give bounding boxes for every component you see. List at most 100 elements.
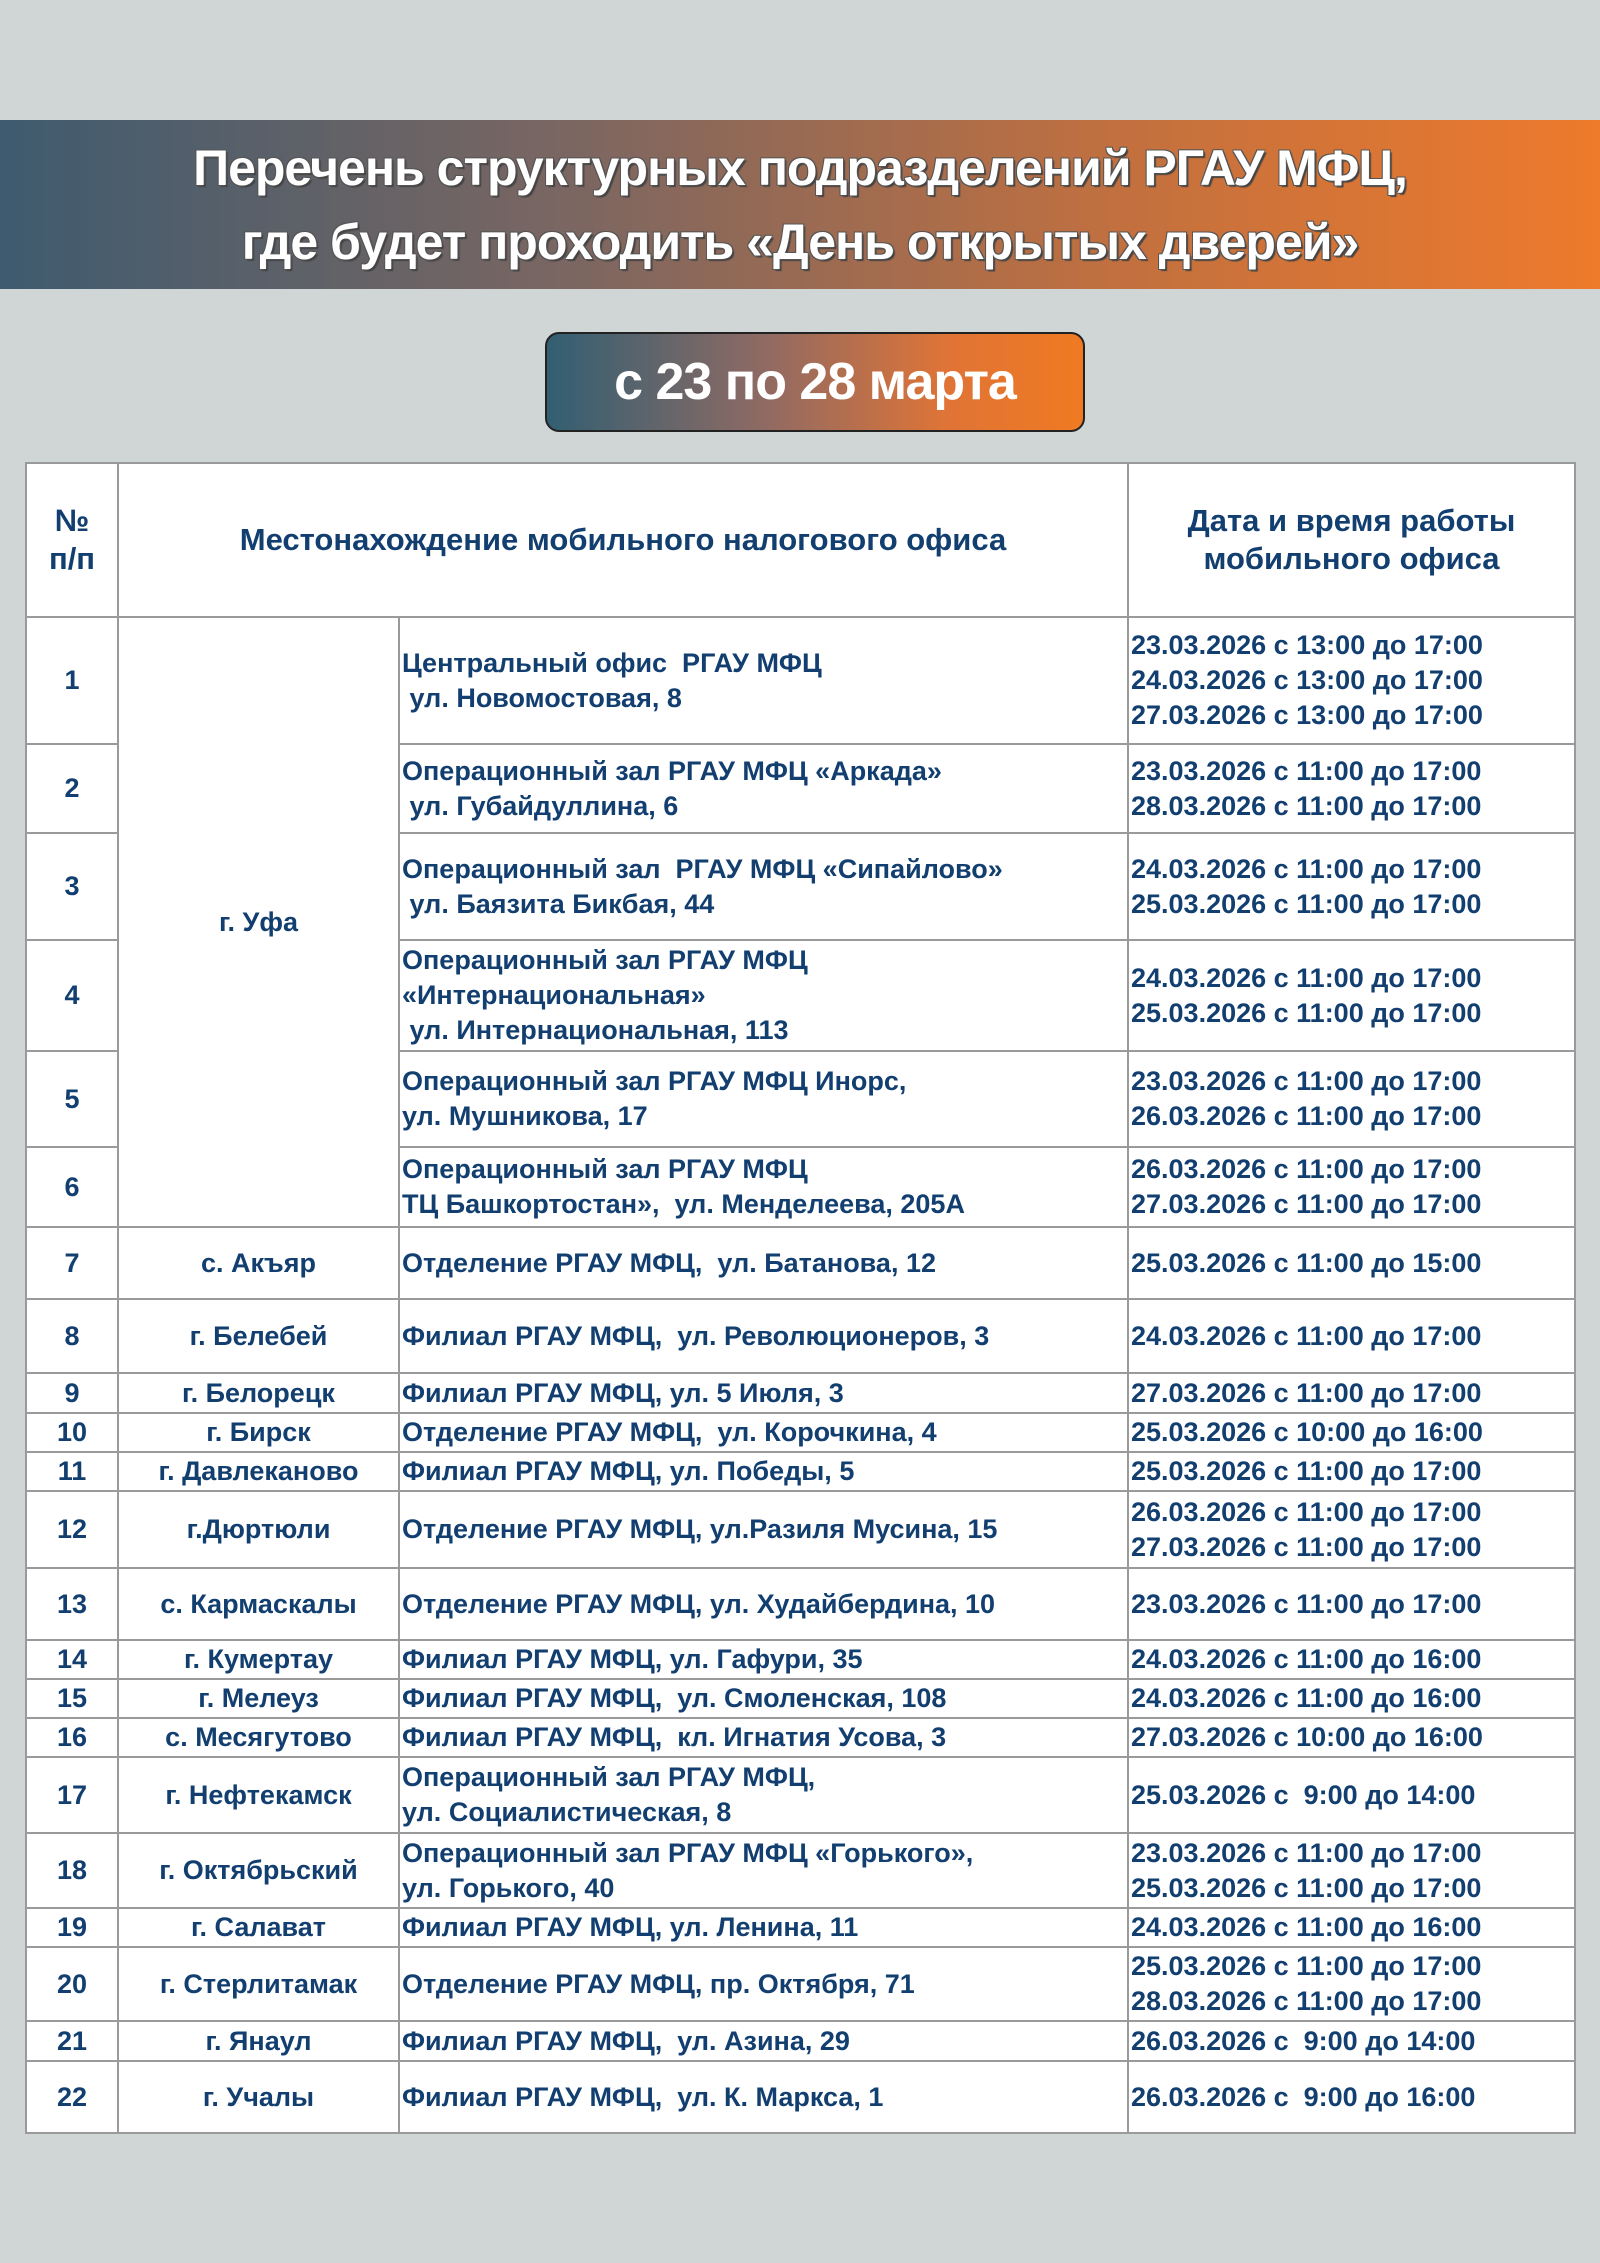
date-line: 28.03.2026 с 11:00 до 17:00 <box>1131 790 1482 821</box>
city-cell: с. Месягутово <box>117 1717 400 1758</box>
city-cell: г. Давлеканово <box>117 1451 400 1492</box>
table-row: 8 г. Белебей Филиал РГАУ МФЦ, ул. Революци… <box>25 1298 1576 1374</box>
table-row: 3 Операционный зал РГАУ МФЦ «Сипайлово» у… <box>25 832 1576 941</box>
dates-cell: 25.03.2026 с 11:00 до 15:00 <box>1127 1226 1576 1300</box>
address-cell: Отделение РГАУ МФЦ, ул. Батанова, 12 <box>398 1226 1129 1300</box>
city-cell: г. Мелеуз <box>117 1678 400 1719</box>
table-row: 4 Операционный зал РГАУ МФЦ «Интернационал… <box>25 939 1576 1052</box>
table-row: 7 с. Акъяр Отделение РГАУ МФЦ, ул. Батанов… <box>25 1226 1576 1300</box>
table-header-row: № п/п Местонахождение мобильного налогов… <box>25 462 1576 618</box>
city-cell: с. Акъяр <box>117 1226 400 1300</box>
table-row: 17 г. Нефтекамск Операционный зал РГАУ МФЦ… <box>25 1756 1576 1834</box>
title-line-1: Перечень структурных подразделений РГАУ … <box>193 139 1408 196</box>
address-cell: Филиал РГАУ МФЦ, ул. 5 Июля, 3 <box>398 1372 1129 1414</box>
city-cell: г. Нефтекамск <box>117 1756 400 1834</box>
row-number: 17 <box>25 1756 119 1834</box>
dates-cell: 27.03.2026 с 10:00 до 16:00 <box>1127 1717 1576 1758</box>
date-line: 24.03.2026 с 11:00 до 17:00 <box>1131 962 1482 993</box>
date-line: 26.03.2026 с 9:00 до 14:00 <box>1131 2025 1476 2056</box>
address-line: Операционный зал РГАУ МФЦ <box>402 1154 808 1184</box>
city-cell: г. Стерлитамак <box>117 1946 400 2022</box>
address-line: ул. Губайдуллина, 6 <box>402 790 679 821</box>
header-number: № п/п <box>25 462 119 618</box>
address-cell: Филиал РГАУ МФЦ, ул. Победы, 5 <box>398 1451 1129 1492</box>
date-line: 27.03.2026 с 13:00 до 17:00 <box>1131 700 1483 730</box>
dates-cell: 24.03.2026 с 11:00 до 16:00 <box>1127 1639 1576 1680</box>
table-row: 18 г. Октябрьский Операционный зал РГАУ МФ… <box>25 1832 1576 1909</box>
date-line: 24.03.2026 с 11:00 до 16:00 <box>1131 1644 1482 1674</box>
date-line: 27.03.2026 с 11:00 до 17:00 <box>1131 1189 1482 1219</box>
row-number: 3 <box>25 832 119 941</box>
dates-cell: 24.03.2026 с 11:00 до 17:00 25.03.2026 с … <box>1127 939 1576 1052</box>
date-line: 24.03.2026 с 11:00 до 16:00 <box>1131 1683 1482 1713</box>
address-cell: Операционный зал РГАУ МФЦ «Интернациональ… <box>398 939 1129 1052</box>
address-line: Филиал РГАУ МФЦ, ул. Смоленская, 108 <box>402 1683 947 1713</box>
title-banner: Перечень структурных подразделений РГАУ … <box>0 120 1600 289</box>
address-cell: Отделение РГАУ МФЦ, ул.Разиля Мусина, 15 <box>398 1490 1129 1569</box>
address-cell: Операционный зал РГАУ МФЦ ТЦ Башкортостан… <box>398 1146 1129 1228</box>
header-datetime: Дата и время работы мобильного офиса <box>1127 462 1576 618</box>
dates-cell: 23.03.2026 с 11:00 до 17:00 25.03.2026 с … <box>1127 1832 1576 1909</box>
date-line: 25.03.2026 с 10:00 до 16:00 <box>1131 1417 1483 1447</box>
address-line: Филиал РГАУ МФЦ, ул. 5 Июля, 3 <box>402 1377 844 1408</box>
header-location: Местонахождение мобильного налогового оф… <box>117 462 1129 618</box>
address-line: «Интернациональная» <box>402 980 706 1010</box>
row-number: 5 <box>25 1050 119 1148</box>
row-number: 1 <box>25 616 119 745</box>
date-line: 24.03.2026 с 13:00 до 17:00 <box>1131 665 1483 695</box>
city-cell: г. Янаул <box>117 2020 400 2062</box>
date-line: 27.03.2026 с 11:00 до 17:00 <box>1131 1531 1482 1562</box>
address-cell: Операционный зал РГАУ МФЦ «Аркада» ул. Г… <box>398 743 1129 834</box>
table-row: 11 г. Давлеканово Филиал РГАУ МФЦ, ул. Поб… <box>25 1451 1576 1492</box>
row-number: 18 <box>25 1832 119 1909</box>
address-cell: Отделение РГАУ МФЦ, ул. Худайбердина, 10 <box>398 1567 1129 1641</box>
city-cell: г. Уфа <box>117 616 400 1228</box>
dates-cell: 24.03.2026 с 11:00 до 17:00 25.03.2026 с … <box>1127 832 1576 941</box>
row-number: 4 <box>25 939 119 1052</box>
address-line: Отделение РГАУ МФЦ, ул. Худайбердина, 10 <box>402 1588 996 1619</box>
dates-cell: 26.03.2026 с 9:00 до 14:00 <box>1127 2020 1576 2062</box>
row-number: 16 <box>25 1717 119 1758</box>
dates-cell: 25.03.2026 с 11:00 до 17:00 <box>1127 1451 1576 1492</box>
date-line: 24.03.2026 с 11:00 до 17:00 <box>1131 853 1482 884</box>
date-line: 25.03.2026 с 11:00 до 17:00 <box>1131 1872 1482 1903</box>
dates-cell: 24.03.2026 с 11:00 до 16:00 <box>1127 1678 1576 1719</box>
date-line: 24.03.2026 с 11:00 до 16:00 <box>1131 1912 1482 1942</box>
dates-cell: 26.03.2026 с 11:00 до 17:00 27.03.2026 с … <box>1127 1490 1576 1569</box>
dates-cell: 26.03.2026 с 9:00 до 16:00 <box>1127 2060 1576 2134</box>
address-line: Отделение РГАУ МФЦ, ул. Батанова, 12 <box>402 1247 936 1278</box>
address-line: Операционный зал РГАУ МФЦ «Горького», <box>402 1837 974 1868</box>
city-cell: с. Кармаскалы <box>117 1567 400 1641</box>
dates-cell: 24.03.2026 с 11:00 до 17:00 <box>1127 1298 1576 1374</box>
date-line: 26.03.2026 с 11:00 до 17:00 <box>1131 1101 1482 1131</box>
date-line: 23.03.2026 с 11:00 до 17:00 <box>1131 1837 1482 1868</box>
table-row: 10 г. Бирск Отделение РГАУ МФЦ, ул. Корочк… <box>25 1412 1576 1453</box>
address-cell: Операционный зал РГАУ МФЦ Инорс, ул. Мушн… <box>398 1050 1129 1148</box>
table-row: 13 с. Кармаскалы Отделение РГАУ МФЦ, ул. Х… <box>25 1567 1576 1641</box>
row-number: 7 <box>25 1226 119 1300</box>
address-cell: Филиал РГАУ МФЦ, ул. Смоленская, 108 <box>398 1678 1129 1719</box>
address-line: Операционный зал РГАУ МФЦ, <box>402 1762 816 1792</box>
address-line: Отделение РГАУ МФЦ, ул. Корочкина, 4 <box>402 1417 937 1447</box>
address-line: Операционный зал РГАУ МФЦ «Сипайлово» <box>402 853 1003 884</box>
address-line: Филиал РГАУ МФЦ, ул. Ленина, 11 <box>402 1912 859 1942</box>
date-line: 25.03.2026 с 11:00 до 17:00 <box>1131 997 1482 1028</box>
address-line: Филиал РГАУ МФЦ, ул. Гафури, 35 <box>402 1644 863 1674</box>
date-line: 23.03.2026 с 11:00 до 17:00 <box>1131 1066 1482 1096</box>
address-cell: Филиал РГАУ МФЦ, ул. Революционеров, 3 <box>398 1298 1129 1374</box>
address-line: Операционный зал РГАУ МФЦ Инорс, <box>402 1066 907 1096</box>
table-row: 6 Операционный зал РГАУ МФЦ ТЦ Башкортоста… <box>25 1146 1576 1228</box>
period-badge: с 23 по 28 марта <box>545 332 1085 432</box>
table-row: 5 Операционный зал РГАУ МФЦ Инорс, ул. Муш… <box>25 1050 1576 1148</box>
address-line: ул. Новомостовая, 8 <box>402 682 682 713</box>
row-number: 10 <box>25 1412 119 1453</box>
address-cell: Отделение РГАУ МФЦ, ул. Корочкина, 4 <box>398 1412 1129 1453</box>
row-number: 19 <box>25 1907 119 1948</box>
dates-cell: 27.03.2026 с 11:00 до 17:00 <box>1127 1372 1576 1414</box>
city-cell: г. Бирск <box>117 1412 400 1453</box>
address-cell: Операционный зал РГАУ МФЦ, ул. Социалисти… <box>398 1756 1129 1834</box>
offices-table: № п/п Местонахождение мобильного налогов… <box>25 462 1576 2134</box>
table-row: 15 г. Мелеуз Филиал РГАУ МФЦ, ул. Смоленск… <box>25 1678 1576 1719</box>
dates-cell: 23.03.2026 с 11:00 до 17:00 26.03.2026 с … <box>1127 1050 1576 1148</box>
row-number: 20 <box>25 1946 119 2022</box>
